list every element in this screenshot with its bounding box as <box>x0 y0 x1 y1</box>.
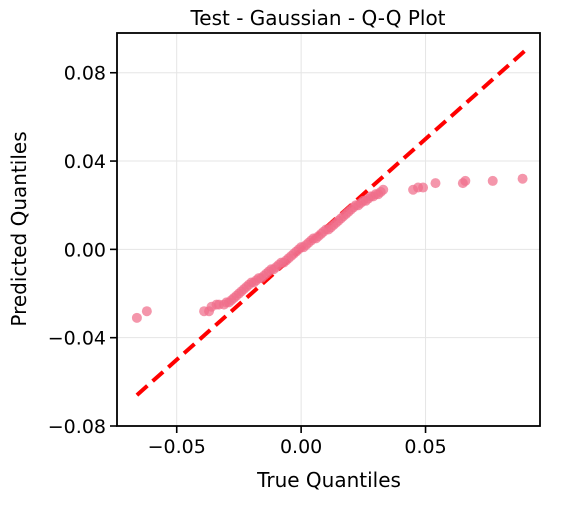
y-tick-label: 0.00 <box>64 239 106 261</box>
data-point <box>141 306 152 317</box>
y-tick-label: −0.08 <box>48 416 106 438</box>
data-point <box>517 173 528 184</box>
data-point <box>430 178 441 189</box>
y-axis-label: Predicted Quantiles <box>7 131 31 326</box>
axis-ticks: −0.05 0.00 0.05 −0.08 −0.04 0.00 0.04 0.08 <box>48 63 447 458</box>
data-point <box>131 312 142 323</box>
data-point <box>487 175 498 186</box>
x-tick-label: −0.05 <box>148 436 206 458</box>
y-tick-label: −0.04 <box>48 328 106 350</box>
data-point <box>418 182 429 193</box>
chart-title: Test - Gaussian - Q-Q Plot <box>189 6 445 30</box>
plot-frame <box>116 32 541 427</box>
y-tick-label: 0.08 <box>64 63 106 85</box>
data-point <box>460 175 471 186</box>
x-tick-label: 0.00 <box>280 436 322 458</box>
data-point <box>378 184 389 195</box>
x-tick-label: 0.05 <box>404 436 446 458</box>
y-tick-label: 0.04 <box>64 151 106 173</box>
x-axis-label: True Quantiles <box>256 468 401 492</box>
scatter-points <box>131 173 528 323</box>
